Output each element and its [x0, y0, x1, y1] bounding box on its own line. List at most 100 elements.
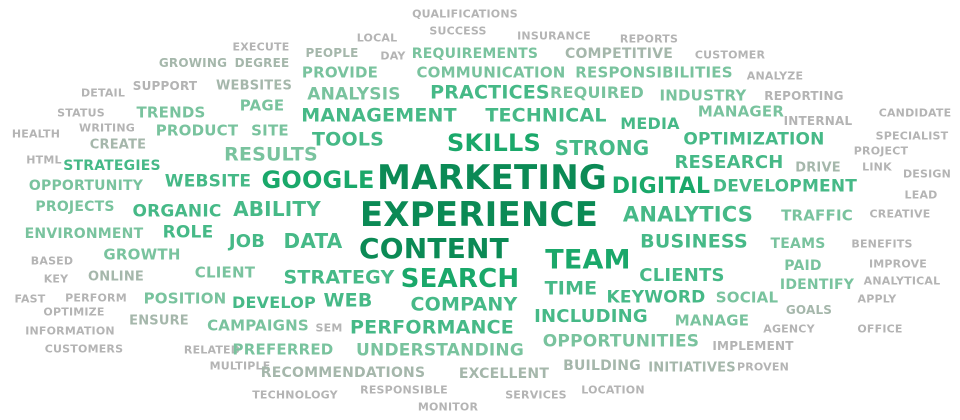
word-qualifications: QUALIFICATIONS	[412, 7, 518, 21]
word-strong: STRONG	[554, 136, 650, 160]
word-information: INFORMATION	[25, 324, 115, 338]
word-media: MEDIA	[620, 114, 680, 133]
word-product: PRODUCT	[155, 121, 239, 140]
word-understanding: UNDERSTANDING	[356, 340, 524, 361]
word-analytical: ANALYTICAL	[863, 274, 941, 288]
word-keyword: KEYWORD	[606, 287, 706, 308]
word-growing: GROWING	[158, 56, 228, 70]
word-campaigns: CAMPAIGNS	[207, 316, 309, 335]
word-preferred: PREFERRED	[232, 340, 334, 359]
word-status: STATUS	[57, 106, 105, 120]
word-initiatives: INITIATIVES	[648, 360, 736, 376]
word-industry: INDUSTRY	[659, 86, 747, 105]
word-writing: WRITING	[79, 121, 135, 135]
word-people: PEOPLE	[305, 46, 359, 60]
word-day: DAY	[380, 49, 406, 63]
word-required: REQUIRED	[550, 83, 644, 102]
word-provide: PROVIDE	[301, 63, 379, 82]
word-performance: PERFORMANCE	[350, 316, 514, 339]
word-link: LINK	[862, 160, 892, 174]
word-degree: DEGREE	[234, 56, 290, 70]
word-analytics: ANALYTICS	[622, 202, 754, 227]
word-competitive: COMPETITIVE	[564, 46, 674, 62]
word-environment: ENVIRONMENT	[24, 226, 144, 242]
word-detail: DETAIL	[80, 86, 126, 100]
word-building: BUILDING	[563, 358, 641, 374]
word-office: OFFICE	[857, 322, 903, 336]
word-clients: CLIENTS	[639, 265, 725, 286]
word-candidate: CANDIDATE	[878, 106, 952, 120]
word-websites: WEBSITES	[215, 78, 293, 94]
word-develop: DEVELOP	[232, 293, 316, 312]
word-apply: APPLY	[857, 292, 897, 306]
word-google: GOOGLE	[261, 166, 375, 194]
word-skills: SKILLS	[447, 129, 541, 157]
word-monitor: MONITOR	[417, 400, 479, 414]
word-related: RELATED	[183, 343, 241, 357]
word-excellent: EXCELLENT	[458, 366, 550, 382]
word-health: HEALTH	[11, 127, 61, 141]
word-html: HTML	[26, 153, 62, 167]
word-position: POSITION	[143, 289, 227, 308]
word-agency: AGENCY	[763, 322, 815, 336]
word-organic: ORGANIC	[132, 201, 222, 222]
word-role: ROLE	[162, 222, 214, 243]
word-research: RESEARCH	[674, 152, 784, 173]
word-implement: IMPLEMENT	[712, 339, 794, 353]
word-team: TEAM	[545, 244, 631, 276]
word-data: DATA	[283, 229, 343, 253]
word-proven: PROVEN	[736, 360, 790, 374]
word-online: ONLINE	[87, 269, 145, 285]
word-social: SOCIAL	[715, 288, 779, 307]
word-optimization: OPTIMIZATION	[683, 129, 825, 150]
word-location: LOCATION	[581, 383, 645, 397]
word-analysis: ANALYSIS	[307, 84, 401, 105]
word-perform: PERFORM	[65, 291, 127, 305]
word-trends: TRENDS	[136, 103, 206, 122]
word-including: INCLUDING	[534, 306, 648, 327]
word-support: SUPPORT	[132, 79, 198, 93]
word-creative: CREATIVE	[869, 207, 931, 221]
word-page: PAGE	[239, 96, 285, 115]
word-project: PROJECT	[853, 144, 909, 158]
word-technology: TECHNOLOGY	[252, 388, 338, 402]
word-execute: EXECUTE	[232, 40, 290, 54]
word-company: COMPANY	[410, 293, 518, 316]
word-strategy: STRATEGY	[283, 266, 395, 289]
word-internal: INTERNAL	[783, 114, 853, 128]
word-based: BASED	[30, 254, 74, 268]
word-benefits: BENEFITS	[851, 237, 913, 251]
word-content: CONTENT	[359, 232, 509, 265]
word-paid: PAID	[784, 258, 822, 274]
word-web: WEB	[323, 289, 373, 312]
word-responsibilities: RESPONSIBILITIES	[575, 63, 733, 82]
word-multiple: MULTIPLE	[209, 359, 271, 373]
word-customers: CUSTOMERS	[44, 342, 124, 356]
word-technical: TECHNICAL	[485, 104, 607, 127]
word-job: JOB	[228, 231, 266, 252]
word-strategies: STRATEGIES	[63, 158, 161, 174]
word-teams: TEAMS	[770, 236, 826, 252]
word-insurance: INSURANCE	[517, 29, 591, 43]
word-success: SUCCESS	[429, 24, 487, 38]
word-drive: DRIVE	[795, 160, 841, 176]
word-optimize: OPTIMIZE	[43, 305, 105, 319]
word-identify: IDENTIFY	[779, 277, 855, 293]
word-tools: TOOLS	[311, 128, 385, 151]
word-ability: ABILITY	[233, 197, 321, 221]
word-lead: LEAD	[904, 188, 938, 202]
word-customer: CUSTOMER	[694, 48, 766, 62]
word-local: LOCAL	[356, 31, 398, 45]
word-improve: IMPROVE	[868, 257, 928, 271]
word-goals: GOALS	[785, 303, 833, 317]
word-results: RESULTS	[224, 143, 318, 166]
word-practices: PRACTICES	[430, 81, 550, 104]
word-digital: DIGITAL	[611, 174, 711, 199]
word-development: DEVELOPMENT	[712, 176, 858, 197]
word-client: CLIENT	[194, 263, 256, 282]
word-manager: MANAGER	[697, 102, 785, 121]
word-communication: COMMUNICATION	[416, 63, 566, 82]
word-opportunity: OPPORTUNITY	[28, 178, 144, 194]
word-opportunities: OPPORTUNITIES	[542, 331, 700, 352]
